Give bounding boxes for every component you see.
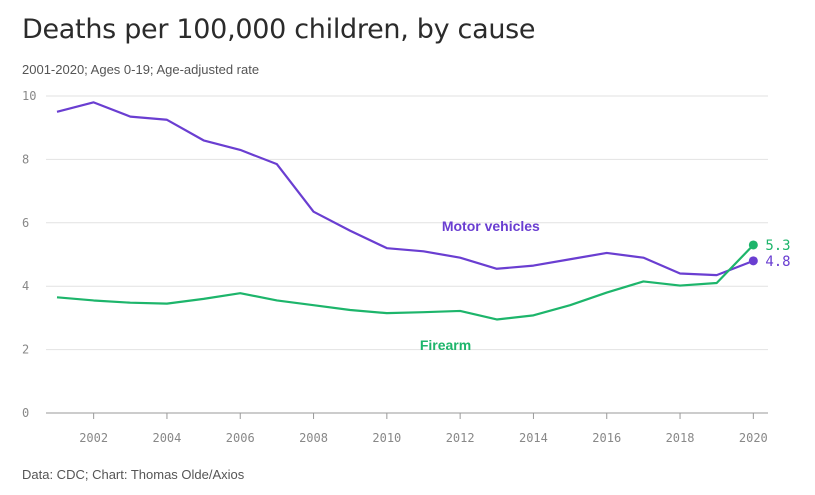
chart-subtitle: 2001-2020; Ages 0-19; Age-adjusted rate <box>22 62 260 77</box>
x-tick-label: 2002 <box>79 431 108 445</box>
series-line-motor-vehicles <box>56 101 754 277</box>
chart-title: Deaths per 100,000 children, by cause <box>22 14 536 45</box>
x-tick-label: 2018 <box>666 431 695 445</box>
x-tick-label: 2010 <box>372 431 401 445</box>
y-tick-label: 4 <box>22 279 29 293</box>
x-tick-label: 2014 <box>519 431 548 445</box>
end-value-label-firearm: 5.3 <box>765 238 790 254</box>
x-tick-label: 2004 <box>152 431 181 445</box>
x-tick-label: 2020 <box>739 431 768 445</box>
x-tick-label: 2008 <box>299 431 328 445</box>
axis-layer: 0 2 4 6 8 10 2002 2004 2006 2008 2010 2012 2014 2016 2… <box>22 89 768 445</box>
series-label-firearm: Firearm <box>420 337 471 353</box>
end-point-firearm <box>748 240 758 250</box>
y-tick-label: 10 <box>22 89 36 103</box>
x-tick-label: 2012 <box>446 431 475 445</box>
series-line-firearm <box>56 244 755 321</box>
y-tick-label: 6 <box>22 216 29 230</box>
grid-layer <box>46 95 768 414</box>
x-tick-label: 2006 <box>226 431 255 445</box>
end-value-label-motor-vehicles: 4.8 <box>765 254 790 270</box>
x-tick-label: 2016 <box>592 431 621 445</box>
label-layer: 4.8 Motor vehicles 5.3 Firearm <box>420 218 791 353</box>
series-label-motor-vehicles: Motor vehicles <box>442 218 540 234</box>
y-tick-label: 2 <box>22 343 29 357</box>
y-tick-label: 0 <box>22 406 29 420</box>
y-tick-label: 8 <box>22 152 29 166</box>
series-layer <box>56 101 758 321</box>
end-point-motor-vehicles <box>748 256 758 266</box>
chart-source: Data: CDC; Chart: Thomas Olde/Axios <box>22 467 245 482</box>
